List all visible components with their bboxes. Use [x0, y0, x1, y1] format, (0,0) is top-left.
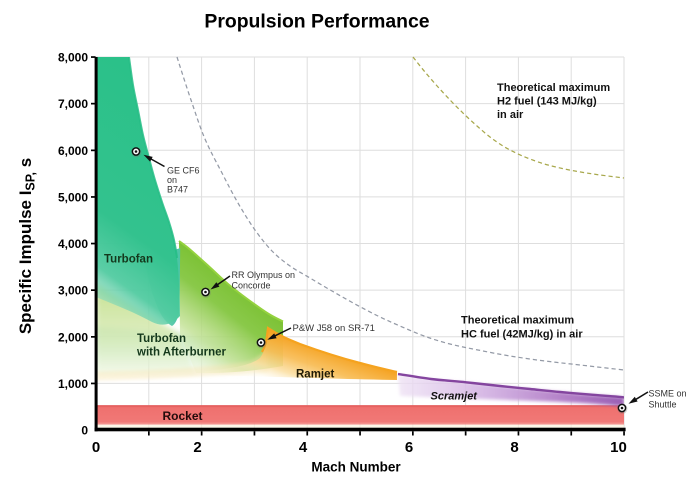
svg-text:Specific Impulse ISP, s: Specific Impulse ISP, s	[16, 158, 38, 334]
svg-text:3,000: 3,000	[58, 284, 88, 298]
svg-text:SSME on: SSME on	[649, 389, 687, 399]
svg-text:Scramjet: Scramjet	[431, 390, 479, 402]
svg-text:0: 0	[92, 439, 100, 456]
svg-text:P&W J58 on SR-71: P&W J58 on SR-71	[293, 323, 375, 334]
svg-text:8,000: 8,000	[58, 51, 88, 65]
svg-text:RR Olympus on: RR Olympus on	[232, 270, 296, 280]
svg-text:with Afterburner: with Afterburner	[136, 347, 227, 359]
svg-text:B747: B747	[167, 184, 188, 194]
svg-text:6: 6	[405, 439, 413, 456]
svg-text:Theoretical maximum: Theoretical maximum	[461, 315, 574, 327]
svg-text:Theoretical maximum: Theoretical maximum	[497, 82, 610, 94]
svg-text:Propulsion Performance: Propulsion Performance	[204, 11, 429, 33]
svg-text:4: 4	[299, 439, 308, 456]
svg-text:Rocket: Rocket	[163, 409, 203, 423]
svg-text:HC fuel (42MJ/kg) in air: HC fuel (42MJ/kg) in air	[461, 329, 583, 341]
svg-text:GE CF6: GE CF6	[167, 165, 200, 175]
svg-text:4,000: 4,000	[58, 237, 88, 251]
svg-text:Concorde: Concorde	[232, 281, 271, 291]
svg-text:2,000: 2,000	[58, 330, 88, 344]
svg-text:5,000: 5,000	[58, 190, 88, 204]
svg-text:H2 fuel (143 MJ/kg): H2 fuel (143 MJ/kg)	[497, 96, 597, 108]
svg-text:2: 2	[193, 439, 201, 456]
svg-text:7,000: 7,000	[58, 97, 88, 111]
svg-text:Ramjet: Ramjet	[296, 369, 335, 381]
svg-text:6,000: 6,000	[58, 144, 88, 158]
svg-text:8: 8	[510, 439, 518, 456]
svg-text:Turbofan: Turbofan	[137, 333, 186, 345]
svg-text:10: 10	[610, 439, 627, 456]
svg-text:1,000: 1,000	[58, 377, 88, 391]
svg-text:Mach Number: Mach Number	[311, 460, 401, 475]
svg-text:Shuttle: Shuttle	[649, 400, 677, 410]
svg-text:Turbofan: Turbofan	[104, 254, 153, 266]
svg-text:0: 0	[81, 424, 88, 438]
svg-text:on: on	[167, 175, 177, 185]
svg-text:in air: in air	[497, 109, 524, 121]
